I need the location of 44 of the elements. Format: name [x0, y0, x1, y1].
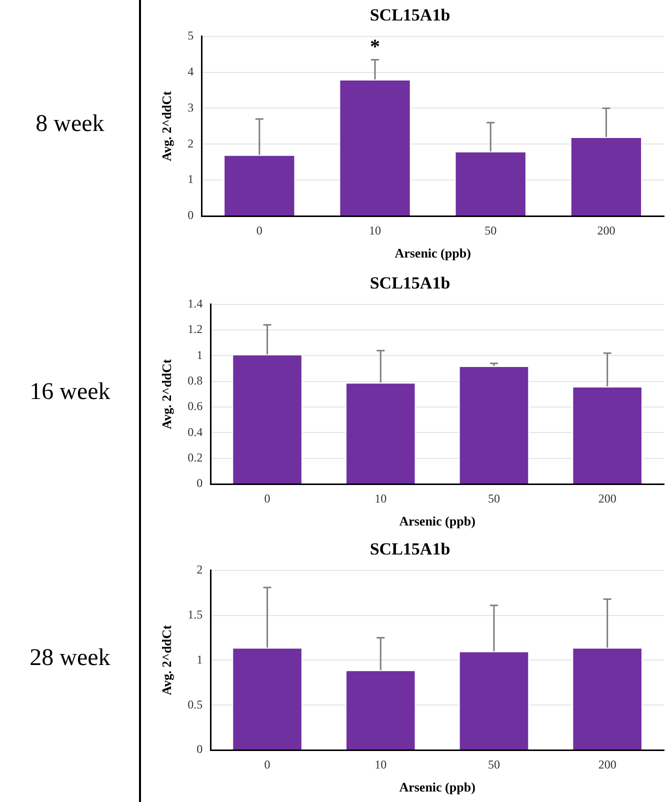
- y-tick-label: 1: [196, 348, 203, 362]
- x-tick-label: 200: [598, 491, 616, 506]
- y-tick-label: 1: [188, 172, 194, 186]
- x-tick-label: 50: [488, 491, 500, 506]
- y-tick-label: 1.2: [188, 322, 203, 336]
- x-tick-label: 10: [374, 491, 387, 506]
- y-tick-label: 0.5: [188, 697, 203, 712]
- x-tick-label: 10: [369, 223, 381, 238]
- chart-title: SCL15A1b: [370, 274, 450, 293]
- y-tick-label: 4: [188, 64, 194, 78]
- chart-title: SCL15A1b: [370, 540, 450, 559]
- x-tick-label: 0: [256, 223, 262, 238]
- y-tick-label: 1: [196, 652, 203, 666]
- x-axis-title: Arsenic (ppb): [399, 780, 476, 795]
- text: 8 week: [34, 111, 106, 138]
- x-tick-label: 10: [374, 757, 387, 772]
- y-tick-label: 2: [196, 562, 203, 577]
- y-tick-label: 1.4: [188, 296, 203, 311]
- x-tick-label: 200: [598, 757, 616, 772]
- text: 16 week: [28, 379, 112, 406]
- y-tick-label: 0.6: [188, 399, 203, 414]
- text: 28 week: [28, 645, 112, 672]
- y-axis-title: Avg. 2^ddCt: [159, 90, 174, 162]
- annotation: *: [370, 36, 380, 58]
- y-tick-label: 2: [188, 136, 194, 150]
- x-tick-label: 0: [264, 757, 270, 772]
- y-tick-label: 1.5: [188, 607, 203, 622]
- y-tick-label: 0.8: [188, 374, 203, 388]
- y-tick-label: 0: [196, 476, 203, 490]
- x-axis-title: Arsenic (ppb): [399, 514, 476, 529]
- x-tick-label: 50: [484, 223, 497, 238]
- x-tick-label: 50: [488, 757, 500, 772]
- y-tick-label: 0.4: [188, 424, 203, 439]
- y-tick-label: 3: [188, 100, 194, 114]
- y-tick-label: 0: [196, 742, 203, 756]
- x-tick-label: 0: [264, 491, 270, 506]
- y-axis-title: Avg. 2^ddCt: [159, 624, 174, 696]
- x-tick-label: 200: [597, 223, 616, 238]
- y-axis-title: Avg. 2^ddCt: [159, 358, 174, 430]
- x-axis-title: Arsenic (ppb): [394, 246, 471, 261]
- chart-title: SCL15A1b: [370, 6, 450, 25]
- y-tick-label: 0.2: [188, 450, 203, 464]
- y-tick-label: 5: [188, 28, 194, 43]
- y-tick-label: 0: [188, 208, 194, 222]
